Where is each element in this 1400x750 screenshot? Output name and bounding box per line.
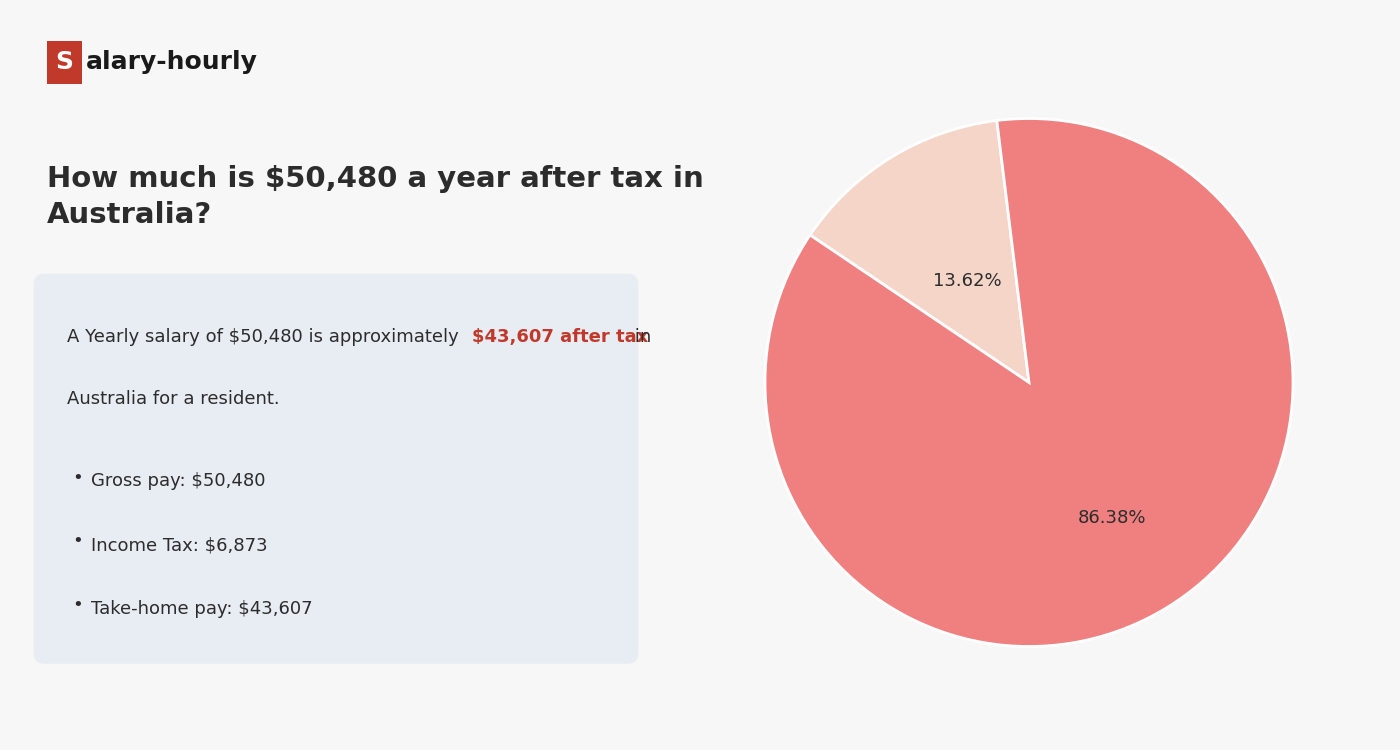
Wedge shape — [811, 121, 1029, 382]
Text: •: • — [71, 532, 83, 550]
Text: How much is $50,480 a year after tax in
Australia?: How much is $50,480 a year after tax in … — [48, 165, 704, 229]
Text: •: • — [71, 596, 83, 614]
FancyBboxPatch shape — [48, 40, 83, 84]
Text: S: S — [56, 50, 74, 74]
FancyBboxPatch shape — [34, 274, 638, 664]
Text: alary-hourly: alary-hourly — [85, 50, 258, 74]
Text: •: • — [71, 469, 83, 487]
Text: Income Tax: $6,873: Income Tax: $6,873 — [91, 536, 267, 554]
Text: Take-home pay: $43,607: Take-home pay: $43,607 — [91, 600, 312, 618]
Text: 13.62%: 13.62% — [932, 272, 1001, 290]
Text: $43,607 after tax: $43,607 after tax — [472, 328, 648, 346]
Text: A Yearly salary of $50,480 is approximately: A Yearly salary of $50,480 is approximat… — [67, 328, 465, 346]
Text: in: in — [629, 328, 651, 346]
Wedge shape — [764, 118, 1294, 646]
Text: 86.38%: 86.38% — [1078, 509, 1147, 526]
Text: Gross pay: $50,480: Gross pay: $50,480 — [91, 472, 265, 490]
Text: Australia for a resident.: Australia for a resident. — [67, 390, 280, 408]
